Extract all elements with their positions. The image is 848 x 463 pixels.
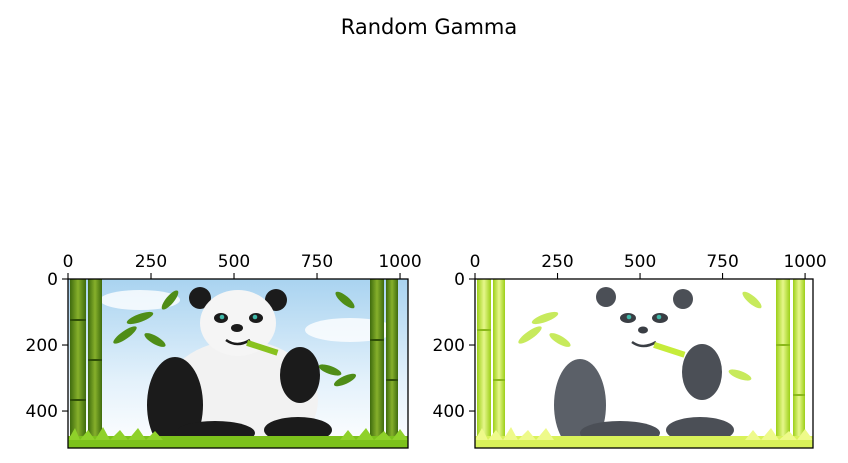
x-tick-label-original-1: 250	[135, 252, 167, 272]
x-tick-label-original-0: 0	[63, 252, 74, 272]
x-tick-label-gamma-adjusted-3: 750	[706, 252, 738, 272]
panel-gamma-adjusted: 0 250 500 750 1000 0 200 400	[433, 252, 827, 449]
panel-image-gamma-adjusted	[475, 279, 813, 448]
x-tick-label-gamma-adjusted-1: 250	[541, 252, 573, 272]
panel-original: 0 250 500 750 1000 0 200 400	[26, 252, 422, 449]
y-tick-label-gamma-adjusted-0: 0	[454, 270, 465, 290]
x-tick-label-original-2: 500	[218, 252, 250, 272]
x-tick-label-gamma-adjusted-0: 0	[470, 252, 481, 272]
axes-frame-gamma-adjusted	[474, 278, 814, 449]
y-tick-label-original-1: 200	[26, 336, 58, 356]
x-tick-label-original-4: 1000	[378, 252, 421, 272]
panel-image-original	[68, 279, 408, 448]
x-tick-label-original-3: 750	[301, 252, 333, 272]
x-tick-label-gamma-adjusted-2: 500	[624, 252, 656, 272]
y-tick-label-gamma-adjusted-2: 400	[433, 402, 465, 422]
axes-frame-original	[67, 278, 409, 449]
x-tick-label-gamma-adjusted-4: 1000	[783, 252, 826, 272]
ticks-original: 0 250 500 750 1000 0 200 400	[26, 252, 422, 422]
figure-title: Random Gamma	[341, 15, 518, 39]
y-tick-label-original-2: 400	[26, 402, 58, 422]
y-tick-label-gamma-adjusted-1: 200	[433, 336, 465, 356]
ticks-gamma-adjusted: 0 250 500 750 1000 0 200 400	[433, 252, 827, 422]
y-tick-label-original-0: 0	[47, 270, 58, 290]
